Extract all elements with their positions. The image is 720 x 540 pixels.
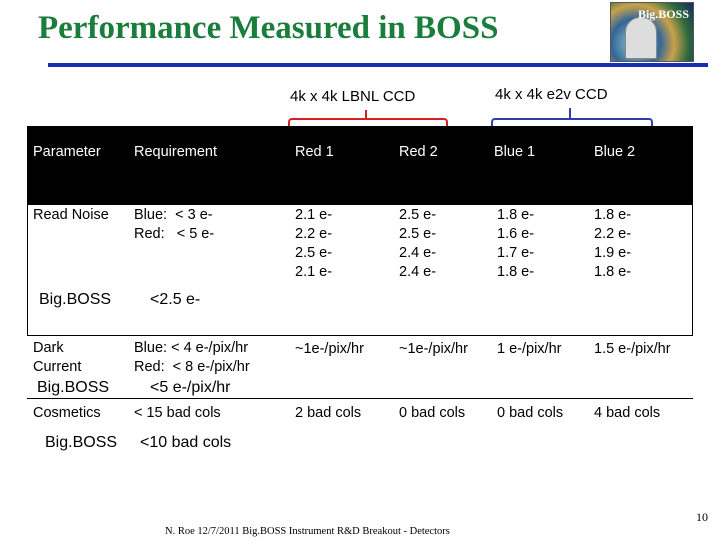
lbnl-bracket-tick (365, 110, 367, 120)
dark-current-red2: ~1e-/pix/hr (399, 341, 468, 357)
dark-current-requirement: Blue: < 4 e-/pix/hr Red: < 8 e-/pix/hr (134, 340, 250, 375)
row-divider (27, 398, 693, 399)
dark-current-bigboss-req: <5 e-/pix/hr (150, 379, 231, 396)
read-noise-frame (27, 204, 693, 336)
cosmetics-blue2: 4 bad cols (594, 405, 661, 421)
footer-text: N. Roe 12/7/2011 Big.BOSS Instrument R&D… (165, 526, 450, 537)
dark-current-blue2: 1.5 e-/pix/hr (594, 341, 671, 357)
dark-current-blue1: 1 e-/pix/hr (497, 341, 562, 357)
cosmetics-requirement: < 15 bad cols (134, 405, 221, 421)
read-noise-blue2: 1.8 e- 2.2 e- 1.9 e- 1.8 e- (594, 207, 632, 280)
table-header: Parameter Requirement Red 1 Red 2 Blue 1… (27, 126, 693, 204)
performance-table: Parameter Requirement Red 1 Red 2 Blue 1… (27, 126, 693, 527)
e2v-ccd-label: 4k x 4k e2v CCD (495, 86, 608, 103)
header-requirement: Requirement (134, 144, 218, 160)
read-noise-red1: 2.1 e- 2.2 e- 2.5 e- 2.1 e- (295, 207, 333, 280)
header-red1: Red 1 (295, 144, 334, 160)
e2v-bracket-tick (569, 108, 571, 118)
header-red2: Red 2 (399, 144, 438, 160)
read-noise-requirement: Blue: < 3 e- Red: < 5 e- (134, 207, 215, 242)
header-blue1: Blue 1 (494, 144, 536, 160)
read-noise-red2: 2.5 e- 2.5 e- 2.4 e- 2.4 e- (399, 207, 437, 280)
cosmetics-bigboss-req: <10 bad cols (140, 434, 232, 451)
dark-current-parameter: Dark Current (33, 340, 82, 375)
telescope-dome-icon (625, 17, 657, 59)
slide-title: Performance Measured in BOSS (38, 10, 499, 46)
dark-current-red1: ~1e-/pix/hr (295, 341, 364, 357)
cosmetics-parameter: Cosmetics (33, 405, 101, 421)
title-underline (48, 63, 708, 67)
read-noise-blue1: 1.8 e- 1.6 e- 1.7 e- 1.8 e- (497, 207, 535, 280)
cosmetics-bigboss-label: Big.BOSS (45, 434, 118, 451)
read-noise-bigboss-label: Big.BOSS (39, 291, 112, 308)
cosmetics-blue1: 0 bad cols (497, 405, 564, 421)
lbnl-ccd-label: 4k x 4k LBNL CCD (290, 88, 416, 105)
read-noise-bigboss-req: <2.5 e- (150, 291, 201, 308)
cosmetics-red1: 2 bad cols (295, 405, 362, 421)
logo-text: Big.BOSS (637, 7, 689, 21)
bigboss-logo: Big.BOSS (610, 2, 694, 62)
header-parameter: Parameter (33, 144, 101, 160)
header-blue2: Blue 2 (594, 144, 636, 160)
dark-current-bigboss-label: Big.BOSS (37, 379, 110, 396)
read-noise-parameter: Read Noise (33, 207, 109, 223)
cosmetics-red2: 0 bad cols (399, 405, 466, 421)
page-number: 10 (696, 510, 708, 524)
